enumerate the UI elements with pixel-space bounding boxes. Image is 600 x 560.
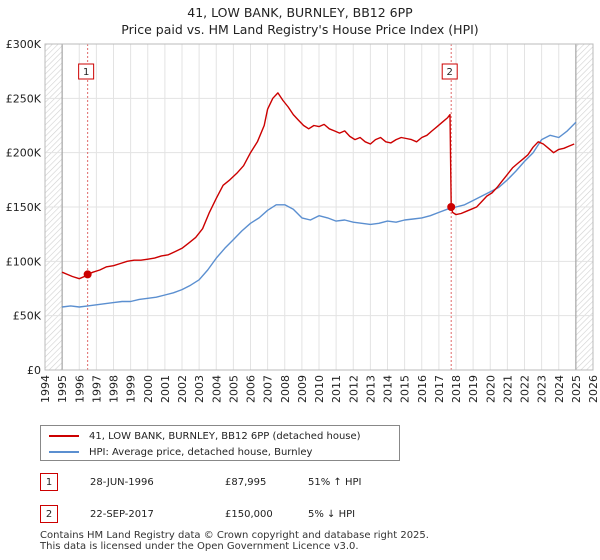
- hpi-series-line: [62, 121, 577, 308]
- chart-title-block: 41, LOW BANK, BURNLEY, BB12 6PP Price pa…: [0, 4, 600, 38]
- plot-border: [44, 43, 594, 371]
- transaction-badge: 2: [40, 505, 58, 523]
- x-tick-label: 2004: [210, 375, 223, 403]
- legend-label-property: 41, LOW BANK, BURNLEY, BB12 6PP (detache…: [89, 430, 361, 442]
- chart-title: 41, LOW BANK, BURNLEY, BB12 6PP: [187, 5, 413, 20]
- transaction-price: £150,000: [225, 509, 273, 520]
- chart-legend: 41, LOW BANK, BURNLEY, BB12 6PP (detache…: [40, 425, 400, 461]
- x-tick-label: 2025: [570, 375, 583, 403]
- sale-label-box: [441, 63, 458, 80]
- footer-license: This data is licensed under the Open Gov…: [40, 541, 359, 552]
- x-tick-label: 2021: [501, 375, 514, 403]
- x-tick-label: 2022: [519, 375, 532, 403]
- x-tick-label: 2023: [536, 375, 549, 403]
- sale-label: 1: [83, 67, 89, 78]
- x-tick-label: 2003: [193, 375, 206, 403]
- transaction-badge: 1: [40, 473, 58, 491]
- transaction-date: 22-SEP-2017: [90, 509, 154, 520]
- chart-subtitle: Price paid vs. HM Land Registry's House …: [121, 22, 479, 37]
- sale-label-box: [78, 63, 95, 80]
- sale-point: [83, 270, 92, 279]
- x-tick-label: 2017: [433, 375, 446, 403]
- legend-item-hpi: HPI: Average price, detached house, Burn…: [49, 444, 312, 460]
- x-tick-label: 2000: [142, 375, 155, 403]
- legend-swatch-hpi: [49, 451, 79, 453]
- x-tick-label: 2019: [467, 375, 480, 403]
- x-tick-label: 2016: [416, 375, 429, 403]
- x-tick-label: 2006: [245, 375, 258, 403]
- transaction-price: £87,995: [225, 477, 267, 488]
- y-tick-label: £250K: [6, 92, 42, 105]
- legend-label-hpi: HPI: Average price, detached house, Burn…: [89, 446, 313, 458]
- x-tick-label: 2005: [227, 375, 240, 403]
- y-tick-label: £50K: [13, 310, 42, 323]
- price-chart: £0 £50K £100K £150K £200K £250K £300K 1994 1995 1…: [6, 38, 600, 403]
- x-tick-label: 2011: [330, 375, 343, 403]
- x-tick-label: 2018: [450, 375, 463, 403]
- sale-point: [447, 203, 456, 211]
- x-tick-label: 2008: [279, 375, 292, 403]
- x-tick-label: 2024: [553, 375, 566, 403]
- y-tick-label: £0: [27, 364, 41, 377]
- x-tick-label: 1994: [39, 375, 52, 403]
- x-tick-label: 1999: [125, 375, 138, 403]
- x-tick-label: 1997: [90, 375, 103, 403]
- footer: Contains HM Land Registry data © Crown c…: [40, 530, 429, 552]
- x-tick-label: 2012: [347, 375, 360, 403]
- x-tick-label: 2009: [296, 375, 309, 403]
- transaction-date: 28-JUN-1996: [90, 477, 154, 488]
- legend-swatch-property: [49, 435, 79, 437]
- sale-label: 2: [447, 67, 453, 78]
- x-tick-label: 2014: [382, 375, 395, 403]
- x-tick-label: 2010: [313, 375, 326, 403]
- y-tick-label: £150K: [6, 201, 42, 214]
- x-tick-label: 1996: [73, 375, 86, 403]
- property-series-line: [61, 92, 575, 280]
- x-tick-label: 2013: [364, 375, 377, 403]
- x-tick-label: 1995: [56, 375, 69, 403]
- x-tick-label: 2020: [484, 375, 497, 403]
- x-tick-label: 2001: [159, 375, 172, 403]
- y-tick-label: £100K: [6, 255, 42, 268]
- x-tick-label: 2007: [262, 375, 275, 403]
- transaction-hpi-diff: 5% ↓ HPI: [308, 509, 356, 520]
- x-tick-label: 1998: [108, 375, 121, 403]
- footer-copyright: Contains HM Land Registry data © Crown c…: [40, 530, 429, 541]
- x-tick-label: 2002: [176, 375, 189, 403]
- legend-item-property: 41, LOW BANK, BURNLEY, BB12 6PP (detache…: [49, 428, 361, 444]
- y-tick-label: £200K: [6, 147, 42, 160]
- transaction-hpi-diff: 51% ↑ HPI: [308, 477, 362, 488]
- y-tick-label: £300K: [6, 38, 42, 51]
- x-tick-label: 2015: [399, 375, 412, 403]
- x-tick-label: 2026: [587, 375, 600, 403]
